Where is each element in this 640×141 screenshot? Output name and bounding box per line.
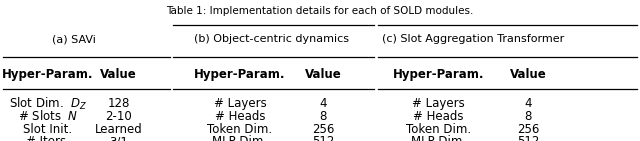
Text: 3/1: 3/1 (109, 135, 128, 141)
Text: 512: 512 (517, 135, 539, 141)
Text: # Layers: # Layers (412, 97, 465, 110)
Text: Hyper-Param.: Hyper-Param. (393, 68, 484, 81)
Text: # Layers: # Layers (214, 97, 266, 110)
Text: MLP Dim.: MLP Dim. (411, 135, 466, 141)
Text: (b) Object-centric dynamics: (b) Object-centric dynamics (195, 35, 349, 44)
Text: Slot Dim.  $D_Z$: Slot Dim. $D_Z$ (9, 96, 87, 112)
Text: Value: Value (509, 68, 547, 81)
Text: 256: 256 (312, 123, 334, 136)
Text: 2-10: 2-10 (105, 110, 132, 123)
Text: Token Dim.: Token Dim. (406, 123, 471, 136)
Text: Token Dim.: Token Dim. (207, 123, 273, 136)
Text: Value: Value (100, 68, 137, 81)
Text: Hyper-Param.: Hyper-Param. (195, 68, 285, 81)
Text: Value: Value (305, 68, 342, 81)
Text: 8: 8 (319, 110, 327, 123)
Text: MLP Dim.: MLP Dim. (212, 135, 268, 141)
Text: 128: 128 (108, 97, 129, 110)
Text: Table 1: Implementation details for each of SOLD modules.: Table 1: Implementation details for each… (166, 6, 474, 16)
Text: # Iters.: # Iters. (26, 135, 70, 141)
Text: Hyper-Param.: Hyper-Param. (3, 68, 93, 81)
Text: 4: 4 (319, 97, 327, 110)
Text: # Heads: # Heads (413, 110, 463, 123)
Text: 512: 512 (312, 135, 334, 141)
Text: # Heads: # Heads (215, 110, 265, 123)
Text: # Slots  $N$: # Slots $N$ (18, 109, 78, 123)
Text: 4: 4 (524, 97, 532, 110)
Text: 8: 8 (524, 110, 532, 123)
Text: 256: 256 (517, 123, 539, 136)
Text: Slot Init.: Slot Init. (24, 123, 72, 136)
Text: (c) Slot Aggregation Transformer: (c) Slot Aggregation Transformer (383, 35, 564, 44)
Text: Learned: Learned (95, 123, 142, 136)
Text: (a) SAVi: (a) SAVi (52, 35, 95, 44)
